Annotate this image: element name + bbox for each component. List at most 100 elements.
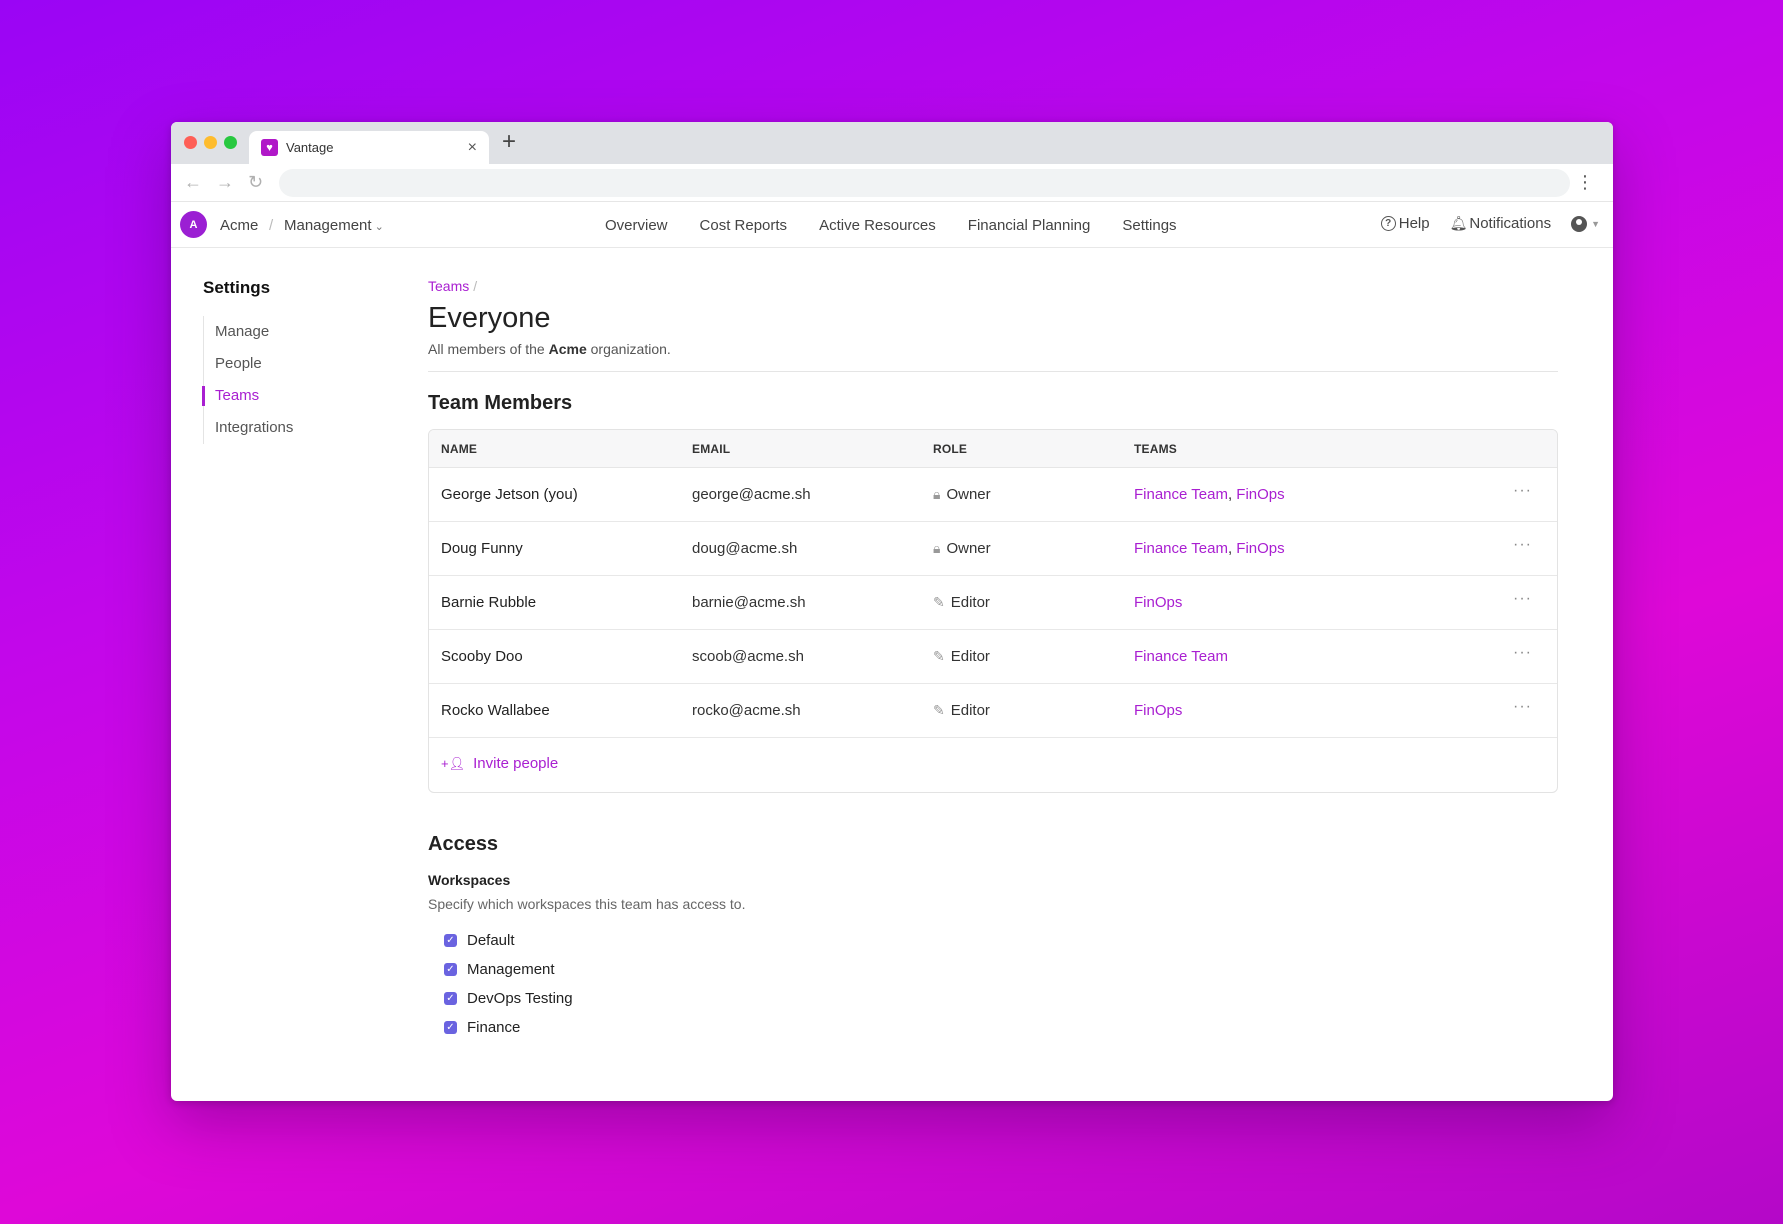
workspace-option-finance: ✓ Finance — [444, 1013, 1558, 1042]
member-email: doug@acme.sh — [692, 540, 798, 557]
row-menu-button[interactable]: ··· — [1513, 644, 1532, 661]
sidebar-item-teams[interactable]: Teams — [201, 380, 293, 412]
reload-icon[interactable]: ↻ — [248, 172, 264, 192]
header-actions: ? Help 🔔︎ Notifications ▼ — [1380, 215, 1613, 232]
minimize-window-button[interactable] — [204, 136, 217, 149]
team-link-finance-team[interactable]: Finance Team — [1134, 540, 1228, 557]
member-email: barnie@acme.sh — [692, 594, 806, 611]
team-link-finops[interactable]: FinOps — [1236, 540, 1285, 557]
app-header: A Acme / Management ⌄ Overview Cost Repor… — [171, 202, 1613, 248]
top-nav: Overview Cost Reports Active Resources F… — [605, 217, 1177, 234]
row-menu-button[interactable]: ··· — [1513, 590, 1532, 607]
maximize-window-button[interactable] — [224, 136, 237, 149]
nav-financial-planning[interactable]: Financial Planning — [967, 217, 1091, 234]
team-link-finops[interactable]: FinOps — [1134, 594, 1183, 611]
table-row: Barnie Rubble barnie@acme.sh ✎ Editor Fin… — [429, 576, 1557, 630]
browser-tab[interactable]: ♥ Vantage × — [249, 131, 489, 164]
notifications-button[interactable]: 🔔︎ Notifications — [1450, 215, 1551, 232]
workspaces-description: Specify which workspaces this team has a… — [428, 896, 746, 912]
sidebar-title: Settings — [203, 278, 271, 297]
role-label: Owner — [946, 486, 991, 503]
workspace-checkbox[interactable]: ✓ — [444, 1021, 457, 1034]
member-name: George Jetson (you) — [441, 486, 578, 503]
breadcrumb-separator: / — [473, 278, 478, 294]
member-email: rocko@acme.sh — [692, 702, 801, 719]
description-org: Acme — [548, 341, 587, 357]
user-avatar-icon[interactable] — [1571, 215, 1588, 232]
column-header-email: EMAIL — [692, 442, 731, 456]
breadcrumb-teams-link[interactable]: Teams — [428, 278, 470, 294]
workspace-checkbox[interactable]: ✓ — [444, 934, 457, 947]
member-teams: Finance Team, FinOps — [1134, 540, 1285, 557]
column-header-teams: TEAMS — [1134, 442, 1177, 456]
column-header-role: ROLE — [933, 442, 968, 456]
member-teams: Finance Team — [1134, 648, 1228, 665]
pencil-icon: ✎ — [933, 648, 945, 664]
workspaces-list: ✓ Default ✓ Management ✓ DevOps Testing … — [444, 926, 1558, 1042]
member-teams: Finance Team, FinOps — [1134, 486, 1285, 503]
user-menu-caret-icon[interactable]: ▼ — [1591, 218, 1600, 229]
browser-window: ♥ Vantage × + ← → ↻ ⋮ A Acme / Managemen… — [171, 122, 1613, 1101]
help-button[interactable]: ? Help — [1380, 215, 1430, 232]
workspace-switcher[interactable]: Management ⌄ — [284, 217, 384, 234]
sidebar-item-people[interactable]: People — [215, 355, 262, 372]
workspace-name: Finance — [467, 1019, 521, 1036]
description-prefix: All members of the — [428, 341, 549, 357]
workspace-option-default: ✓ Default — [444, 926, 1558, 955]
breadcrumb-separator: / — [269, 217, 274, 234]
sidebar-item-integrations[interactable]: Integrations — [215, 419, 294, 436]
table-row: Scooby Doo scoob@acme.sh ✎ Editor Finance… — [429, 630, 1557, 684]
member-email: scoob@acme.sh — [692, 648, 804, 665]
member-name: Barnie Rubble — [441, 594, 537, 611]
member-name: Scooby Doo — [441, 648, 523, 665]
org-avatar[interactable]: A — [180, 211, 207, 238]
browser-tab-bar: ♥ Vantage × + — [171, 122, 1613, 164]
role-label: Editor — [950, 594, 990, 611]
description-suffix: organization. — [586, 341, 671, 357]
team-link-finops[interactable]: FinOps — [1134, 702, 1183, 719]
workspace-checkbox[interactable]: ✓ — [444, 963, 457, 976]
team-link-finance-team[interactable]: Finance Team — [1134, 486, 1228, 503]
notifications-label: Notifications — [1469, 215, 1552, 232]
settings-sidebar: Manage People Teams Integrations — [201, 316, 294, 444]
page-description: All members of the Acme organization. — [428, 341, 1558, 357]
table-row: George Jetson (you) george@acme.sh 🔒︎ Own… — [429, 468, 1557, 522]
back-icon[interactable]: ← — [184, 172, 202, 192]
nav-cost-reports[interactable]: Cost Reports — [699, 217, 788, 234]
invite-row: +👤︎ Invite people — [429, 738, 1557, 792]
team-link-finops[interactable]: FinOps — [1236, 486, 1285, 503]
vantage-logo-icon: ♥ — [261, 139, 278, 156]
invite-people-button[interactable]: +👤︎ Invite people — [441, 755, 558, 772]
nav-active-resources[interactable]: Active Resources — [819, 217, 936, 234]
browser-menu-icon[interactable]: ⋮ — [1576, 172, 1594, 192]
table-row: Doug Funny doug@acme.sh 🔒︎ Owner Finance … — [429, 522, 1557, 576]
member-role: 🔒︎ Owner — [933, 540, 991, 557]
url-input[interactable] — [279, 169, 1570, 197]
workspace-name: Management — [284, 217, 372, 234]
close-tab-icon[interactable]: × — [467, 138, 477, 156]
new-tab-button[interactable]: + — [502, 128, 517, 155]
page-title: Everyone — [428, 302, 551, 334]
workspace-name: DevOps Testing — [467, 990, 573, 1007]
nav-settings[interactable]: Settings — [1122, 217, 1177, 234]
sidebar-item-manage[interactable]: Manage — [215, 323, 270, 340]
row-menu-button[interactable]: ··· — [1513, 536, 1532, 553]
workspace-checkbox[interactable]: ✓ — [444, 992, 457, 1005]
member-role: ✎ Editor — [933, 702, 990, 719]
address-bar-row: ← → ↻ ⋮ — [171, 164, 1613, 202]
pencil-icon: ✎ — [933, 702, 945, 718]
column-header-name: NAME — [441, 442, 478, 456]
close-window-button[interactable] — [184, 136, 197, 149]
main-content: Teams / Everyone All members of the Acme … — [428, 278, 1558, 1042]
workspace-option-devops-testing: ✓ DevOps Testing — [444, 984, 1558, 1013]
member-name: Rocko Wallabee — [441, 702, 550, 719]
row-menu-button[interactable]: ··· — [1513, 698, 1532, 715]
role-label: Editor — [950, 648, 990, 665]
row-menu-button[interactable]: ··· — [1513, 482, 1532, 499]
chevron-down-icon: ⌄ — [374, 221, 384, 233]
forward-icon[interactable]: → — [216, 172, 234, 192]
team-link-finance-team[interactable]: Finance Team — [1134, 648, 1228, 665]
workspace-option-management: ✓ Management — [444, 955, 1558, 984]
org-name[interactable]: Acme — [220, 217, 259, 234]
nav-overview[interactable]: Overview — [605, 217, 668, 234]
